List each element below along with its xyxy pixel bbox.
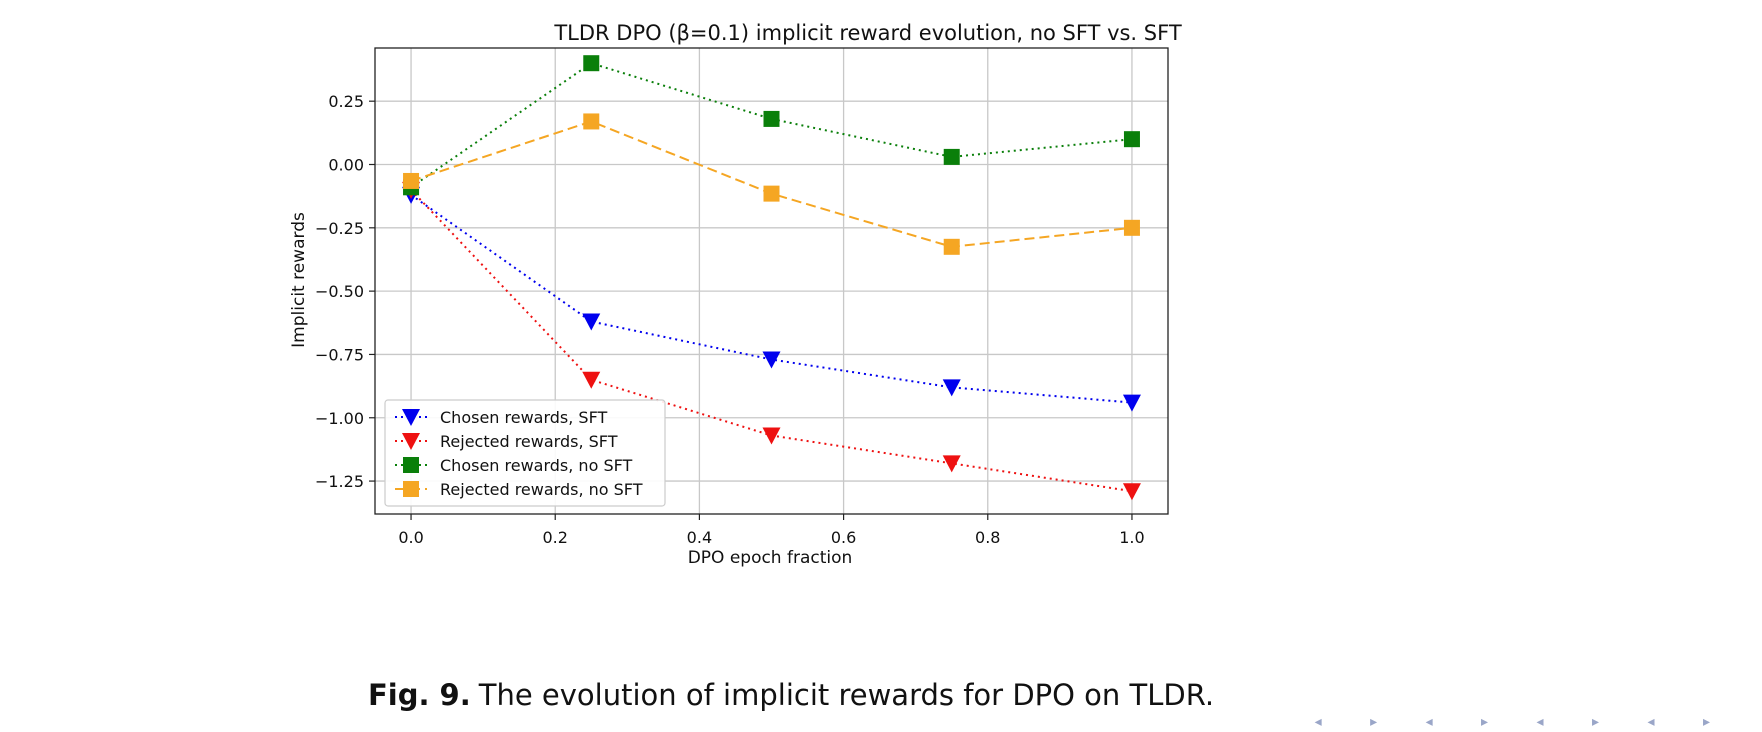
data-point bbox=[583, 55, 600, 72]
caption-text: The evolution of implicit rewards for DP… bbox=[478, 678, 1215, 712]
y-axis-label: Implicit rewards bbox=[289, 212, 309, 348]
legend-label: Chosen rewards, no SFT bbox=[440, 456, 633, 475]
y-tick-label: −0.25 bbox=[315, 219, 364, 238]
series-2 bbox=[403, 55, 1140, 196]
y-tick-label: −1.00 bbox=[315, 409, 364, 428]
legend-item-2: Chosen rewards, no SFT bbox=[395, 456, 633, 475]
series-3 bbox=[403, 113, 1140, 255]
data-point bbox=[942, 379, 961, 397]
data-point bbox=[403, 172, 420, 189]
plot-frame bbox=[374, 47, 1169, 515]
data-point bbox=[582, 313, 601, 331]
chart-title: TLDR DPO (β=0.1) implicit reward evoluti… bbox=[553, 21, 1181, 45]
data-point bbox=[943, 148, 960, 165]
x-tick-label: 0.0 bbox=[398, 528, 423, 547]
legend-marker bbox=[402, 433, 420, 450]
legend-label: Chosen rewards, SFT bbox=[440, 408, 608, 427]
data-point bbox=[942, 455, 961, 473]
x-axis-label: DPO epoch fraction bbox=[688, 548, 853, 568]
y-tick-label: −0.50 bbox=[315, 282, 364, 301]
slide-navigation[interactable]: ◂ ▸ ◂ ▸ ◂ ▸ ◂ ▸ bbox=[1315, 714, 1732, 730]
legend-marker bbox=[402, 409, 420, 426]
series-line bbox=[410, 62, 1133, 189]
chart-figure: TLDR DPO (β=0.1) implicit reward evoluti… bbox=[289, 21, 1182, 568]
data-point bbox=[1122, 483, 1141, 501]
legend-marker bbox=[403, 457, 419, 473]
figure-caption: Fig. 9. The evolution of implicit rewards… bbox=[0, 678, 1672, 712]
series-0 bbox=[402, 186, 1141, 412]
x-tick-label: 0.8 bbox=[975, 528, 1000, 547]
x-tick-label: 1.0 bbox=[1119, 528, 1144, 547]
x-tick-label: 0.6 bbox=[831, 528, 856, 547]
legend-label: Rejected rewards, no SFT bbox=[440, 480, 643, 499]
series-line bbox=[410, 194, 1133, 404]
y-tick-label: 0.25 bbox=[328, 92, 364, 111]
data-point bbox=[763, 110, 780, 127]
data-point bbox=[1123, 219, 1140, 236]
nav-glyphs[interactable]: ◂ ▸ ◂ ▸ ◂ ▸ ◂ ▸ bbox=[1314, 714, 1732, 730]
x-tick-label: 0.2 bbox=[543, 528, 568, 547]
data-point bbox=[763, 185, 780, 202]
data-point bbox=[943, 238, 960, 255]
x-tick-label: 0.4 bbox=[687, 528, 712, 547]
data-point bbox=[582, 371, 601, 389]
axes: 0.0 0.2 0.4 0.6 0.8 1.0 0.25 0.00 −0.25 −0.50 −0.7… bbox=[315, 47, 1169, 547]
legend-item-0: Chosen rewards, SFT bbox=[395, 408, 608, 427]
series-layer bbox=[402, 55, 1141, 501]
legend: Chosen rewards, SFT Rejected rewards, SFT… bbox=[384, 399, 666, 507]
data-point bbox=[762, 427, 781, 445]
data-point bbox=[1123, 131, 1140, 148]
data-point bbox=[1122, 394, 1141, 412]
y-tick-label: −0.75 bbox=[315, 345, 364, 364]
legend-box bbox=[384, 399, 666, 507]
legend-label: Rejected rewards, SFT bbox=[440, 432, 618, 451]
legend-item-3: Rejected rewards, no SFT bbox=[395, 480, 643, 499]
legend-item-1: Rejected rewards, SFT bbox=[395, 432, 618, 451]
data-point bbox=[583, 113, 600, 130]
data-point bbox=[762, 351, 781, 369]
caption-label: Fig. 9. bbox=[367, 678, 471, 712]
y-tick-label: −1.25 bbox=[315, 472, 364, 491]
y-tick-label: 0.00 bbox=[328, 156, 364, 175]
legend-marker bbox=[403, 481, 419, 497]
